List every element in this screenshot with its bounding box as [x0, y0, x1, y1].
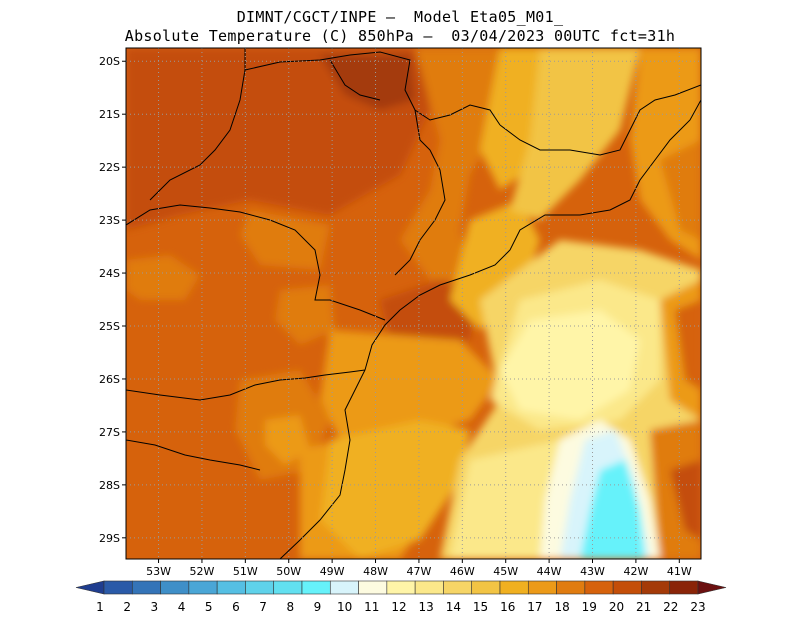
colorbar-label: 17 [527, 600, 542, 614]
colorbar-label: 13 [419, 600, 434, 614]
lat-tick-label: 27S [99, 426, 120, 439]
map-title-line-2: Absolute Temperature (C) 850hPa – 03/04/… [124, 27, 676, 45]
colorbar-label: 20 [609, 600, 624, 614]
colorbar-swatch [188, 580, 218, 595]
colorbar-swatch [556, 580, 586, 595]
lon-tick-label: 47W [406, 565, 431, 578]
colorbar-label: 1 [96, 600, 104, 614]
lat-tick-label: 22S [99, 161, 120, 174]
longitude-axis: 53W 52W 51W 50W 49W 48W 47W 46W 45W 44W 43W 42W 41W [146, 559, 692, 578]
lat-tick-label: 20S [99, 55, 120, 68]
lon-tick-label: 53W [146, 565, 171, 578]
lon-tick-label: 41W [667, 565, 692, 578]
colorbar-label: 3 [151, 600, 159, 614]
colorbar-label: 14 [446, 600, 461, 614]
colorbar-label: 21 [636, 600, 651, 614]
lon-tick-label: 50W [276, 565, 301, 578]
colorbar-swatch [301, 580, 331, 595]
colorbar-swatch [669, 580, 699, 595]
lon-tick-label: 48W [363, 565, 388, 578]
lat-tick-label: 26S [99, 373, 120, 386]
colorbar-label: 16 [500, 600, 515, 614]
colorbar-left-arrow [75, 580, 105, 595]
colorbar-label: 19 [582, 600, 597, 614]
colorbar-swatch [443, 580, 473, 595]
colorbar-label: 2 [123, 600, 131, 614]
colorbar-right-arrow [697, 580, 727, 595]
colorbar-label: 18 [554, 600, 569, 614]
map-title-line-1: DIMNT/CGCT/INPE – Model Eta05_M01_ [236, 8, 564, 26]
colorbar-swatch [612, 580, 642, 595]
colorbar-swatch [131, 580, 161, 595]
coastline-and-borders [126, 48, 701, 559]
latitude-axis: 20S 21S 22S 23S 24S 25S 26S 27S 28S 29S [99, 55, 126, 545]
lon-tick-label: 51W [233, 565, 258, 578]
colorbar-swatch [216, 580, 246, 595]
lon-tick-label: 49W [320, 565, 345, 578]
lon-tick-label: 42W [623, 565, 648, 578]
colorbar-swatch [499, 580, 529, 595]
colorbar-swatch [273, 580, 303, 595]
colorbar: 1 2 3 4 5 6 7 8 9 10 11 12 13 14 15 16 17 18 19 20 21 22 23 [75, 580, 727, 614]
colorbar-label: 22 [663, 600, 678, 614]
lon-tick-label: 45W [493, 565, 518, 578]
colorbar-label: 23 [690, 600, 705, 614]
colorbar-swatch [414, 580, 444, 595]
lon-tick-label: 43W [580, 565, 605, 578]
lat-tick-label: 21S [99, 108, 120, 121]
lat-tick-label: 28S [99, 479, 120, 492]
colorbar-label: 15 [473, 600, 488, 614]
colorbar-swatch [160, 580, 190, 595]
colorbar-swatch [471, 580, 501, 595]
plot-frame [125, 47, 702, 560]
colorbar-label: 10 [337, 600, 352, 614]
colorbar-label: 6 [232, 600, 240, 614]
colorbar-label: 12 [391, 600, 406, 614]
lat-tick-label: 29S [99, 532, 120, 545]
lat-tick-label: 25S [99, 320, 120, 333]
colorbar-swatch [641, 580, 671, 595]
colorbar-label: 9 [314, 600, 322, 614]
lon-tick-label: 46W [450, 565, 475, 578]
temperature-field [126, 48, 701, 559]
lat-tick-label: 24S [99, 267, 120, 280]
colorbar-label: 4 [178, 600, 186, 614]
colorbar-swatch [584, 580, 614, 595]
colorbar-swatch [245, 580, 275, 595]
colorbar-label: 8 [286, 600, 294, 614]
lon-tick-label: 52W [190, 565, 215, 578]
lon-tick-label: 44W [537, 565, 562, 578]
lat-tick-label: 23S [99, 214, 120, 227]
colorbar-label: 5 [205, 600, 213, 614]
colorbar-swatch [527, 580, 557, 595]
colorbar-swatch [329, 580, 359, 595]
colorbar-swatch [103, 580, 133, 595]
colorbar-label: 7 [259, 600, 267, 614]
colorbar-label: 11 [364, 600, 379, 614]
colorbar-swatch [386, 580, 416, 595]
colorbar-swatch [358, 580, 388, 595]
